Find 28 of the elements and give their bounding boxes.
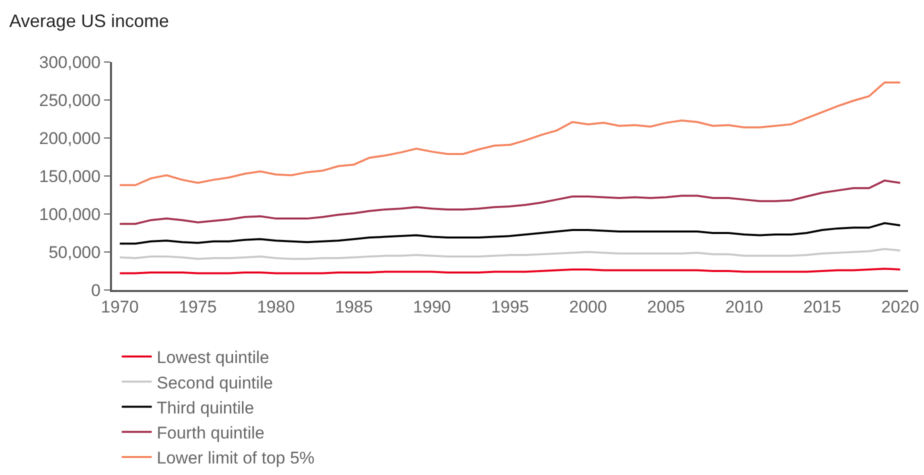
x-tick-label: 1970 (100, 297, 139, 316)
y-tick-label: 100,000 (39, 204, 101, 224)
legend-label: Third quintile (156, 398, 254, 418)
y-tick-label: 150,000 (39, 166, 101, 186)
y-tick-label: 250,000 (39, 90, 101, 110)
y-tick-label: 50,000 (48, 242, 101, 262)
x-tick-label: 2000 (569, 297, 607, 316)
legend-label: Second quintile (156, 373, 274, 392)
x-tick-label: 1995 (491, 297, 529, 316)
x-tick-label: 1990 (413, 297, 451, 316)
chart-title: Average US income (9, 10, 169, 31)
y-tick-label: 0 (91, 280, 101, 300)
line-series (118, 82, 902, 186)
x-tick-label: 1975 (178, 297, 217, 316)
y-tick-label: 300,000 (39, 52, 101, 72)
x-tick-label: 1985 (335, 297, 373, 316)
x-tick-label: 1980 (256, 297, 295, 316)
x-tick-label: 2010 (725, 297, 764, 316)
line-series (118, 222, 902, 245)
x-tick-label: 2020 (881, 297, 920, 316)
legend-label: Fourth quintile (156, 423, 264, 442)
y-tick-label: 200,000 (39, 128, 101, 148)
line-series (118, 180, 902, 225)
line-series (118, 248, 902, 260)
legend-label: Lower limit of top 5% (156, 448, 315, 468)
legend-label: Lowest quintile (156, 348, 270, 368)
x-tick-label: 2005 (647, 297, 685, 316)
x-tick-label: 2015 (803, 297, 842, 316)
